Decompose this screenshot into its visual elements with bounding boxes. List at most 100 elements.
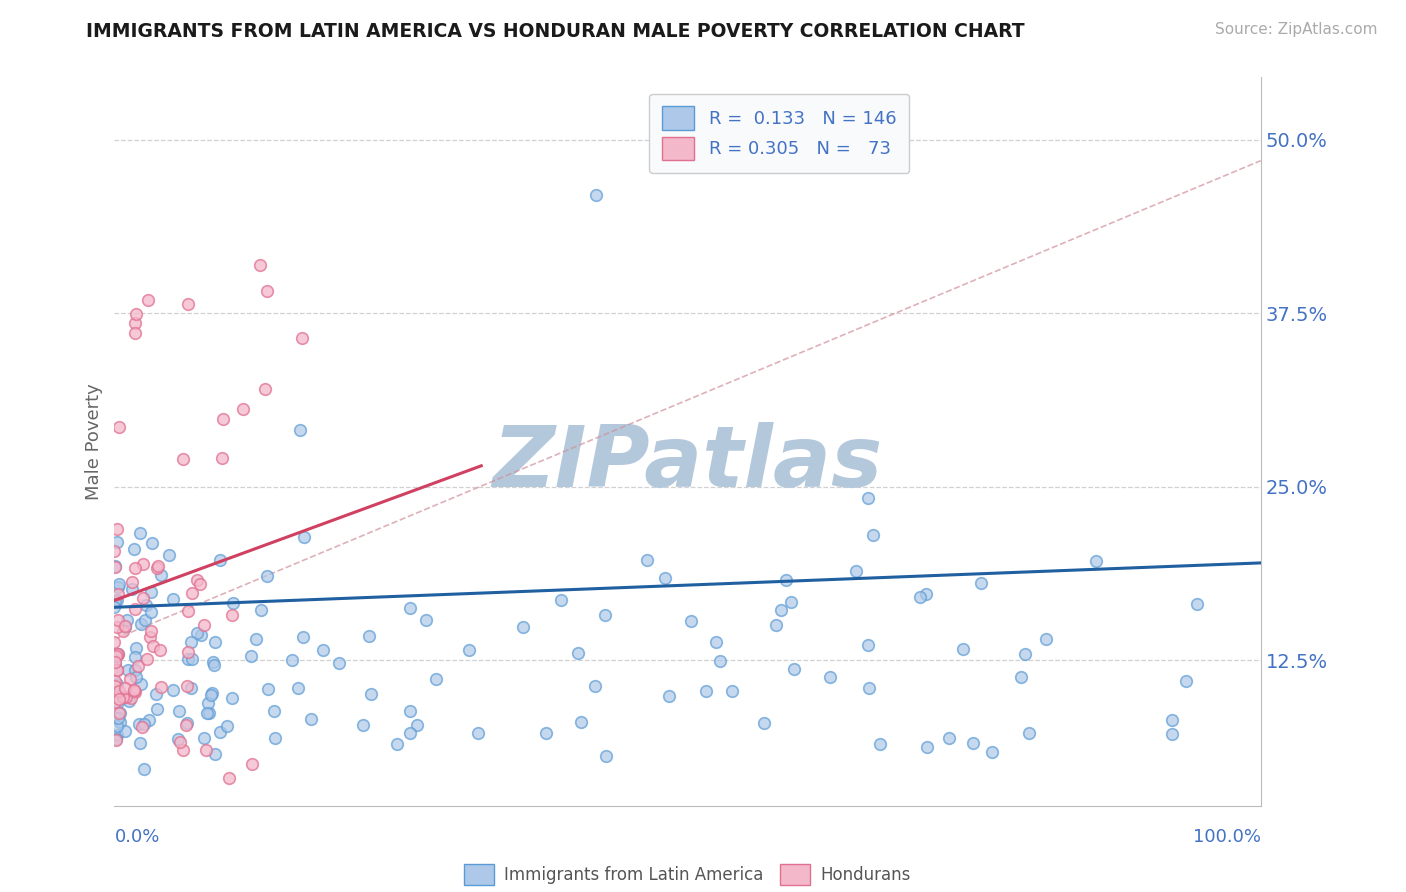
Point xyxy=(121,582,143,596)
Point xyxy=(150,568,173,582)
Point xyxy=(114,619,136,633)
Point xyxy=(915,587,938,601)
Point xyxy=(124,326,146,341)
Point xyxy=(131,591,153,605)
Point xyxy=(120,691,142,706)
Text: 0.0%: 0.0% xyxy=(114,828,160,846)
Point xyxy=(636,553,658,567)
Point xyxy=(856,491,879,505)
Point xyxy=(107,522,129,536)
Point xyxy=(122,542,145,557)
Point xyxy=(211,451,233,466)
Point xyxy=(783,662,806,676)
Point xyxy=(221,607,243,622)
Point xyxy=(177,644,200,658)
Point xyxy=(202,655,225,669)
Point xyxy=(357,629,380,643)
Point xyxy=(121,574,143,589)
Point xyxy=(204,747,226,761)
Point xyxy=(108,577,131,591)
Point xyxy=(114,681,136,695)
Point xyxy=(1014,647,1036,661)
Point xyxy=(193,731,215,745)
Point xyxy=(818,670,841,684)
Point xyxy=(103,635,125,649)
Point xyxy=(118,672,141,686)
Point xyxy=(162,592,184,607)
Point xyxy=(172,451,194,466)
Point xyxy=(915,740,938,755)
Point xyxy=(457,643,479,657)
Text: 100.0%: 100.0% xyxy=(1192,828,1261,846)
Point xyxy=(176,679,198,693)
Point xyxy=(534,726,557,740)
Point xyxy=(129,676,152,690)
Point xyxy=(114,620,136,634)
Point xyxy=(1174,673,1197,688)
Point xyxy=(583,679,606,693)
Point xyxy=(142,640,165,654)
Point xyxy=(360,687,382,701)
Point xyxy=(869,738,891,752)
Point xyxy=(139,630,162,644)
Point xyxy=(129,736,152,750)
Point xyxy=(312,643,335,657)
Point xyxy=(104,656,127,670)
Point xyxy=(780,595,803,609)
Point xyxy=(769,603,792,617)
Point xyxy=(124,601,146,615)
Point xyxy=(938,731,960,745)
Point xyxy=(281,653,304,667)
Point xyxy=(104,679,127,693)
Point xyxy=(398,726,420,740)
Point xyxy=(108,706,131,720)
Point xyxy=(845,564,868,578)
Point xyxy=(174,718,197,732)
Point xyxy=(104,731,127,746)
Point xyxy=(107,694,129,708)
Point xyxy=(107,587,129,601)
Point xyxy=(198,706,221,720)
Point xyxy=(704,635,727,649)
Point xyxy=(134,717,156,731)
Point xyxy=(141,535,163,549)
Point xyxy=(141,585,163,599)
Point xyxy=(1035,632,1057,646)
Point xyxy=(107,613,129,627)
Point xyxy=(105,647,128,661)
Point xyxy=(415,614,437,628)
Point xyxy=(567,646,589,660)
Point xyxy=(108,715,131,730)
Point xyxy=(105,664,128,678)
Point xyxy=(112,624,135,638)
Point xyxy=(299,712,322,726)
Point xyxy=(115,690,138,705)
Point xyxy=(405,718,427,732)
Point xyxy=(263,704,285,718)
Point xyxy=(512,620,534,634)
Point xyxy=(117,693,139,707)
Point xyxy=(190,628,212,642)
Point xyxy=(398,601,420,615)
Point xyxy=(103,695,125,709)
Point xyxy=(385,737,408,751)
Point xyxy=(136,652,159,666)
Point xyxy=(103,544,125,558)
Point xyxy=(222,596,245,610)
Point xyxy=(291,331,314,345)
Point xyxy=(721,684,744,698)
Point xyxy=(249,259,271,273)
Point xyxy=(593,607,616,622)
Point xyxy=(1018,726,1040,740)
Point xyxy=(125,307,148,321)
Point xyxy=(176,297,198,311)
Point xyxy=(291,630,314,644)
Point xyxy=(212,411,235,425)
Point xyxy=(124,685,146,699)
Point xyxy=(180,635,202,649)
Point xyxy=(139,624,162,639)
Point xyxy=(217,718,239,732)
Point xyxy=(132,763,155,777)
Point xyxy=(105,733,128,747)
Point xyxy=(197,696,219,710)
